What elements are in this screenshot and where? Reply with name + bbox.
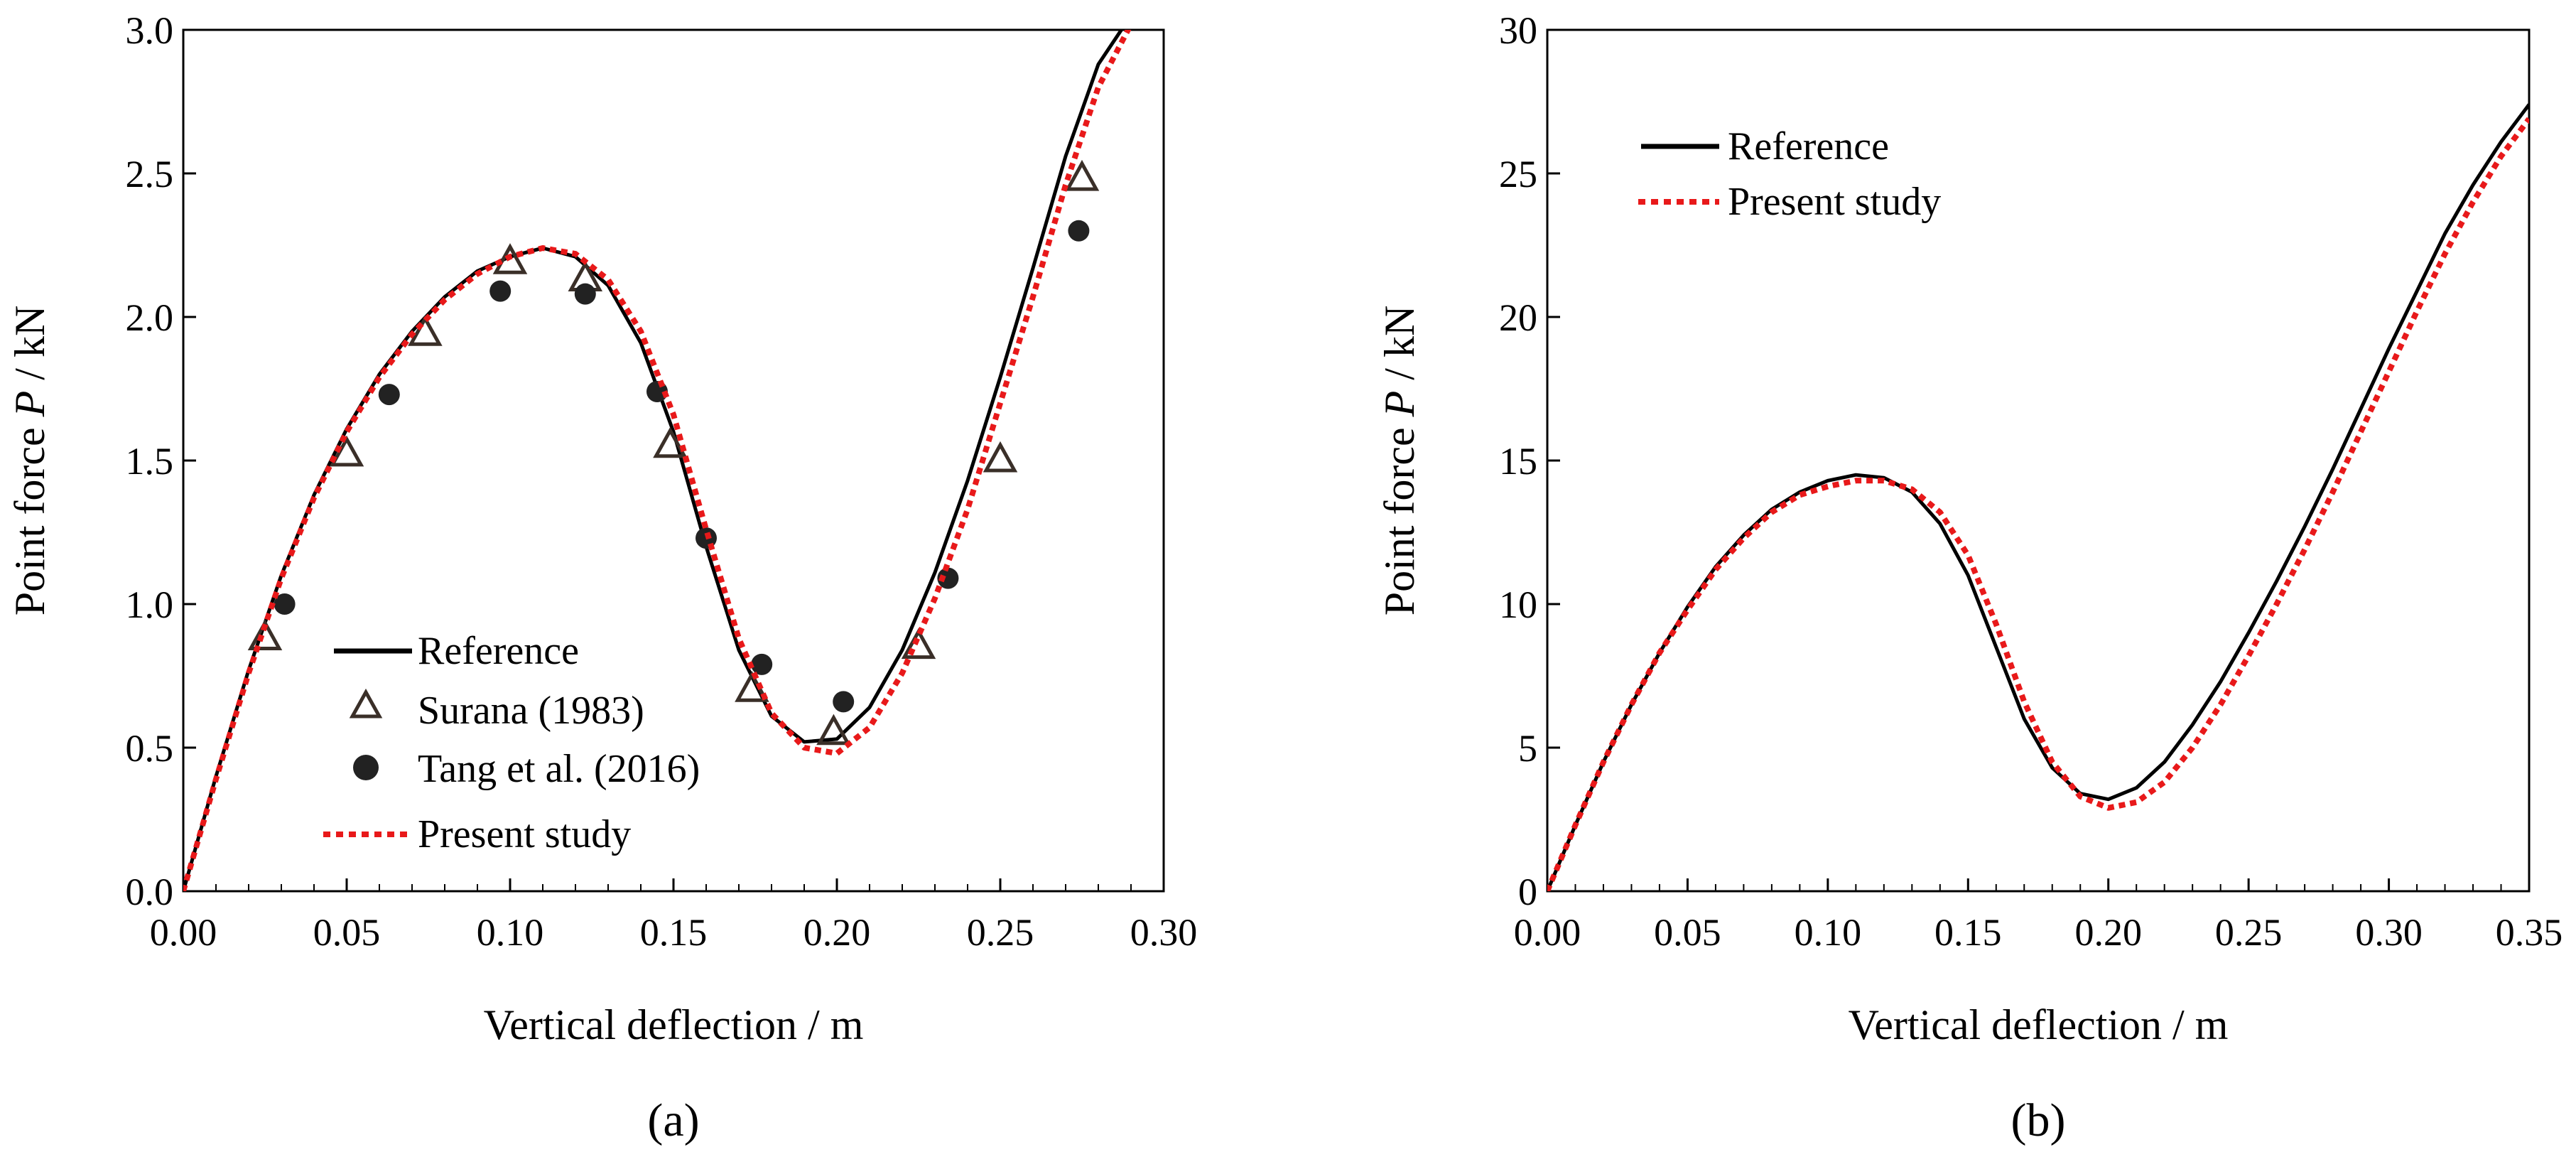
x-tick-label: 0.10: [477, 911, 544, 954]
x-tick-label: 0.00: [150, 911, 217, 954]
plot-frame: [1546, 28, 2531, 893]
x-tick-label: 0.15: [1934, 911, 2002, 954]
x-tick-label: 0.30: [2355, 911, 2423, 954]
data-point-tang: [937, 567, 959, 589]
legend-label-surana: Surana (1983): [418, 689, 644, 733]
data-point-surana: [901, 628, 936, 660]
data-point-tang: [489, 280, 512, 302]
x-tick-label: 0.20: [803, 911, 871, 954]
data-point-tang: [833, 691, 855, 713]
legend-swatch-tang: [353, 755, 379, 780]
data-point-surana: [983, 441, 1018, 473]
chart-panel-a: 0.00 0.05 0.10 0.15 0.20 0.25 0.30 0.0 0.5 1.0 1.…: [6, 9, 1197, 1146]
x-tick-label: 0.10: [1795, 911, 1862, 954]
y-tick-label: 2.5: [126, 153, 174, 195]
x-tick-label: 0.15: [640, 911, 708, 954]
data-point-tang: [574, 283, 596, 305]
legend-label-reference: Reference: [1728, 124, 1889, 168]
x-tick-label: 0.20: [2074, 911, 2142, 954]
series-line-reference: [1547, 103, 2529, 891]
y-tick-label: 25: [1499, 153, 1537, 195]
y-axis-ticks: 0.0 0.5 1.0 1.5 2.0 2.5 3.0: [126, 9, 196, 913]
x-tick-label: 0.05: [1654, 911, 1721, 954]
y-tick-label: 15: [1499, 440, 1537, 483]
series-layer: [183, 30, 1132, 891]
y-tick-label: 5: [1518, 727, 1537, 770]
data-point-surana: [247, 619, 283, 650]
chart-panel-b: 0.00 0.05 0.10 0.15 0.20 0.25 0.30 0.35 0 5 10 15 2…: [1376, 9, 2563, 1146]
legend-label-tang: Tang et al. (2016): [418, 747, 700, 791]
legend-swatch-surana: [349, 688, 383, 719]
y-axis-title: Point force P / kN: [6, 306, 53, 616]
y-tick-label: 10: [1499, 583, 1537, 626]
y-axis-ticks: 0 5 10 15 20 25 30: [1499, 9, 1560, 913]
y-tick-label: 0.0: [126, 871, 174, 913]
series-line-present-study: [1547, 117, 2529, 891]
y-axis-title: Point force P / kN: [1376, 306, 1423, 616]
data-point-surana: [492, 243, 528, 274]
y-tick-label: 0: [1518, 871, 1537, 913]
x-tick-label: 0.05: [313, 911, 381, 954]
data-point-tang: [378, 384, 400, 406]
legend-label-present: Present study: [1728, 180, 1941, 224]
panel-label-b: (b): [2011, 1094, 2066, 1146]
x-tick-label: 0.25: [967, 911, 1034, 954]
data-point-surana: [408, 315, 443, 346]
y-tick-label: 20: [1499, 296, 1537, 339]
data-point-tang: [274, 593, 296, 615]
panel-label-a: (a): [647, 1094, 699, 1146]
x-tick-label: 0.00: [1514, 911, 1581, 954]
x-axis-ticks: 0.00 0.05 0.10 0.15 0.20 0.25 0.30 0.35: [1514, 878, 2563, 954]
series-layer: [1547, 103, 2529, 891]
data-point-surana: [653, 426, 688, 458]
x-axis-title: Vertical deflection / m: [1849, 1001, 2229, 1048]
x-tick-label: 0.25: [2215, 911, 2283, 954]
data-point-surana: [1064, 159, 1100, 191]
x-axis-title: Vertical deflection / m: [484, 1001, 864, 1048]
legend-label-reference: Reference: [418, 629, 579, 673]
legend: Reference Surana (1983) Tang et al. (201…: [323, 629, 700, 856]
legend: Reference Present study: [1638, 124, 1941, 224]
y-tick-label: 1.5: [126, 440, 174, 483]
x-axis-ticks: 0.00 0.05 0.10 0.15 0.20 0.25 0.30: [150, 878, 1198, 954]
y-tick-label: 0.5: [126, 727, 174, 770]
data-point-surana: [816, 714, 851, 746]
y-tick-label: 30: [1499, 9, 1537, 52]
y-tick-label: 3.0: [126, 9, 174, 52]
series-line-present-study: [183, 30, 1132, 891]
data-point-tang: [1068, 220, 1090, 242]
y-tick-label: 1.0: [126, 583, 174, 626]
x-tick-label: 0.35: [2496, 911, 2563, 954]
data-point-tang: [751, 653, 773, 675]
y-tick-label: 2.0: [126, 296, 174, 339]
x-tick-label: 0.30: [1130, 911, 1198, 954]
legend-label-present: Present study: [418, 812, 631, 856]
